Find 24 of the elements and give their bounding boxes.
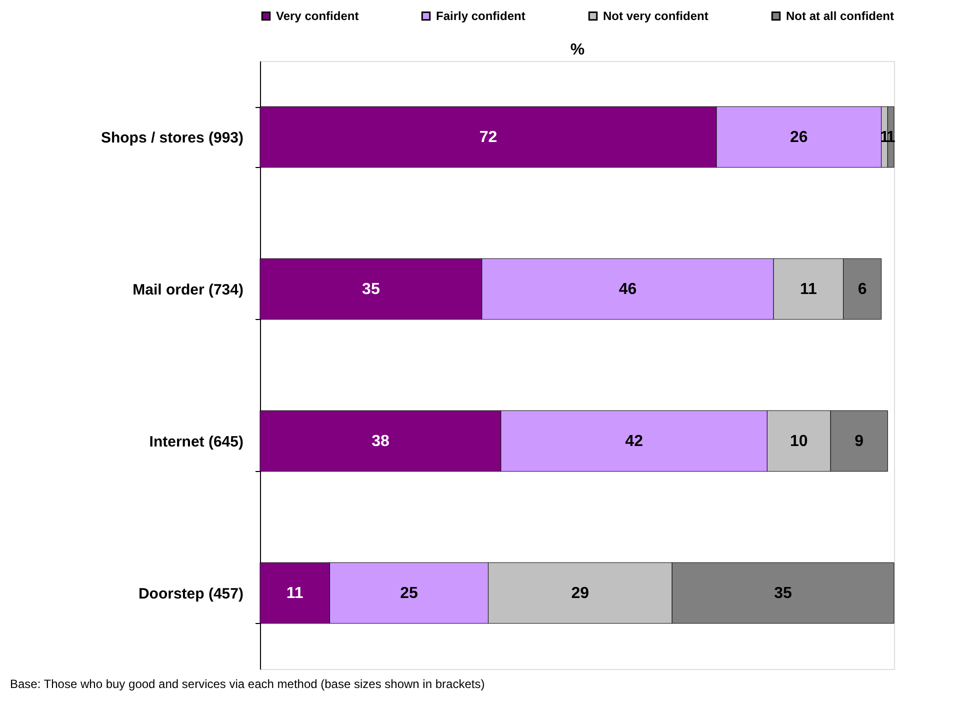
data-label: 46 bbox=[618, 281, 637, 298]
data-label: 11 bbox=[286, 585, 304, 602]
legend-label: Fairly confident bbox=[436, 9, 526, 24]
y-tick-label: Internet (645) bbox=[149, 434, 244, 450]
legend-label: Not very confident bbox=[603, 9, 708, 24]
data-label: 38 bbox=[372, 433, 390, 450]
y-tick-label: Doorstep (457) bbox=[138, 586, 244, 602]
data-label: 11 bbox=[800, 281, 817, 298]
data-label: 26 bbox=[790, 129, 808, 146]
data-label: 72 bbox=[479, 129, 498, 146]
text: Base: Those who buy good and services via each method (base sizes shown in brackets) bbox=[10, 677, 485, 691]
data-label: 9 bbox=[854, 433, 864, 450]
legend-label: Not at all confident bbox=[786, 9, 894, 24]
data-label: 25 bbox=[400, 585, 418, 602]
data-label: 35 bbox=[362, 281, 380, 298]
data-label: 6 bbox=[858, 281, 867, 298]
data-label: 10 bbox=[790, 433, 808, 450]
data-label: 42 bbox=[625, 433, 644, 450]
y-tick-label: Shops / stores (993) bbox=[100, 130, 244, 146]
data-label: 35 bbox=[774, 585, 792, 602]
x-axis-title: % bbox=[570, 42, 585, 58]
data-label: 29 bbox=[571, 585, 590, 602]
legend-label: Very confident bbox=[276, 9, 359, 24]
y-tick-label: Mail order (734) bbox=[132, 282, 244, 298]
